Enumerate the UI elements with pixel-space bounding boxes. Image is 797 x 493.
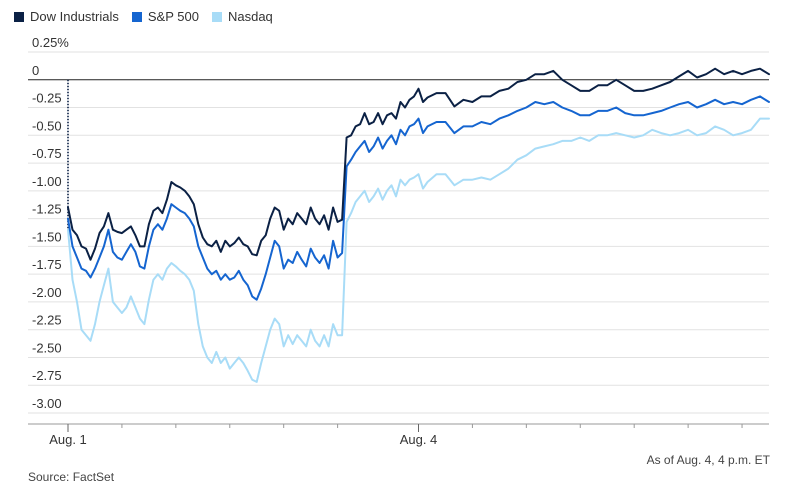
series-lines [67,67,770,383]
legend-label-dow: Dow Industrials [30,9,119,24]
y-axis-tick-labels: 0.25% 0 -0.25 -0.50 -0.75 -1.00 -1.25 -1.50 -1.7… [32,35,69,411]
y-tick-label: -1.75 [32,257,62,272]
legend-item-nasdaq: Nasdaq [211,9,273,24]
legend-label-nasdaq: Nasdaq [227,9,273,24]
legend-swatch-dow [14,11,24,22]
y-tick-label: -2.50 [32,340,62,355]
y-tick-label: -0.25 [32,91,62,106]
y-tick-label: -1.25 [32,202,62,217]
x-tick-label: Aug. 4 [400,432,438,447]
grid-lines [28,51,769,414]
y-tick-label: -3.00 [32,396,62,411]
legend-item-dow: Dow Industrials [14,9,119,24]
x-axis: Aug. 1 Aug. 4 [28,423,769,447]
x-tick-label: Aug. 1 [49,432,87,447]
legend-swatch-nasdaq [211,11,222,22]
y-tick-label: 0.25% [32,35,69,50]
y-tick-label: -0.50 [32,118,62,133]
y-tick-label: -1.00 [32,174,62,189]
y-tick-label: -2.00 [32,285,62,300]
series-line-sp500 [67,95,770,301]
timestamp-note: As of Aug. 4, 4 p.m. ET [646,453,770,467]
source-note: Source: FactSet [28,470,115,484]
series-line-nasdaq [67,117,770,383]
legend-item-sp500: S&P 500 [131,9,199,24]
y-tick-label: -2.75 [32,368,62,383]
legend-label-sp500: S&P 500 [147,9,199,24]
series-line-dow [67,67,770,261]
chart-legend: Dow Industrials S&P 500 Nasdaq [14,9,273,24]
legend-swatch-sp500 [131,11,142,22]
y-tick-label: 0 [32,63,39,78]
y-tick-label: -1.50 [32,229,62,244]
y-tick-label: -0.75 [32,146,62,161]
y-tick-label: -2.25 [32,313,62,328]
